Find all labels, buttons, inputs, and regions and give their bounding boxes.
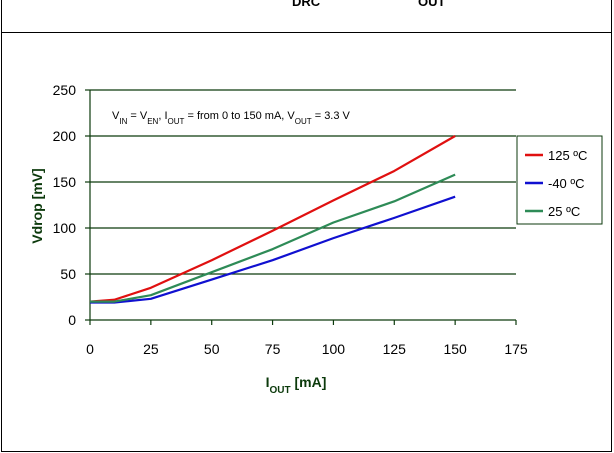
x-tick-label-150: 150: [443, 341, 467, 357]
legend-label-1: -40 ºC: [548, 176, 585, 191]
x-tick-label-175: 175: [504, 341, 528, 357]
top-rule: [1, 32, 612, 33]
y-tick-label-50: 50: [60, 266, 76, 282]
legend-box: [516, 135, 603, 225]
x-tick-label-0: 0: [86, 341, 94, 357]
y-tick-label-100: 100: [53, 220, 77, 236]
y-tick-label-0: 0: [68, 312, 76, 328]
x-tick-label-125: 125: [383, 341, 407, 357]
axes: [85, 89, 517, 325]
x-tick-label-25: 25: [143, 341, 159, 357]
series-line-2: [90, 173, 456, 303]
y-tick-label-150: 150: [53, 174, 77, 190]
header-fragment-right: OUT: [418, 0, 446, 9]
legend: 125 ºC -40 ºC 25 ºC: [516, 135, 603, 225]
series-line-1: [90, 195, 456, 304]
legend-label-0: 125 ºC: [548, 148, 587, 163]
x-tick-labels: 0 25 50 75 100 125 150 175: [86, 341, 528, 357]
x-axis-title: IOUT [mA]: [266, 374, 327, 396]
legend-label-2: 25 ºC: [548, 204, 580, 219]
x-tick-label-75: 75: [265, 341, 281, 357]
header-fragment-left: DRC: [292, 0, 321, 9]
y-axis-title: Vdrop [mV]: [29, 168, 45, 243]
y-tick-label-200: 200: [53, 128, 77, 144]
y-tick-label-250: 250: [53, 82, 77, 98]
test-conditions-annotation: VIN = VEN, IOUT = from 0 to 150 mA, VOUT…: [112, 110, 351, 126]
y-tick-labels: 0 50 100 150 200 250: [53, 82, 77, 328]
grid-lines: [90, 89, 516, 275]
x-tick-label-50: 50: [204, 341, 220, 357]
series-line-0: [89, 135, 456, 303]
data-series: [89, 135, 456, 304]
x-tick-label-100: 100: [322, 341, 346, 357]
